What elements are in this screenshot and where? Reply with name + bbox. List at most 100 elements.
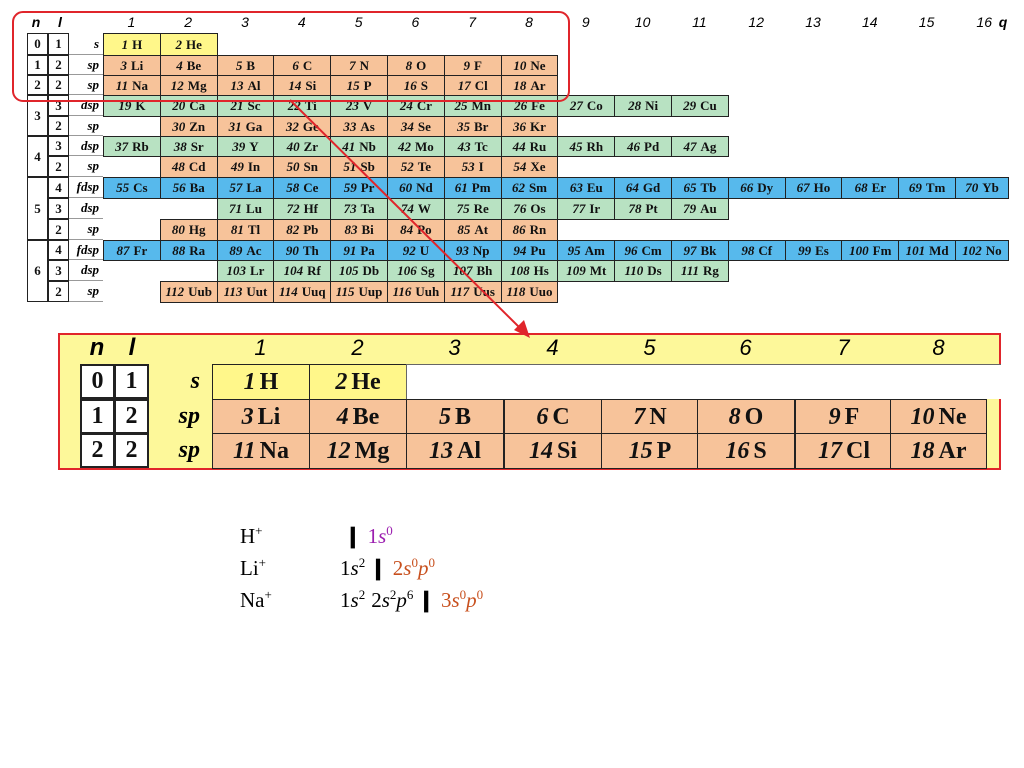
element-symbol: Ag	[700, 138, 717, 154]
atomic-number: 114	[278, 284, 298, 299]
element-symbol: Pm	[471, 180, 491, 195]
atomic-number: 89	[229, 242, 243, 258]
ion-name: Na+	[240, 584, 272, 616]
atomic-number: 68	[854, 180, 868, 195]
shell-number: 3	[440, 588, 452, 612]
atomic-number: 81	[230, 222, 244, 237]
n-cell: 6	[27, 240, 48, 302]
column-header-15: 15	[898, 12, 955, 32]
zoom-l-value: 2	[125, 403, 138, 429]
element-symbol: La	[246, 180, 262, 195]
orbital-term: 2s0	[393, 556, 418, 580]
element-symbol: Cl	[474, 77, 488, 93]
element-cell-In: 49 In	[216, 156, 275, 178]
element-cell-Ra: 88 Ra	[159, 240, 218, 261]
zoom-element-symbol: H	[259, 368, 279, 395]
zoom-column-header-2: 2	[309, 334, 406, 362]
l-value: 2	[55, 283, 62, 299]
column-header-2: 2	[160, 12, 217, 32]
atomic-number: 27	[569, 98, 583, 113]
zoom-element-symbol: Si	[556, 437, 577, 464]
element-cell-Yb: 70 Yb	[955, 177, 1009, 199]
column-header-14: 14	[841, 12, 898, 32]
zoom-atomic-number: 13	[429, 437, 453, 464]
atomic-number: 88	[172, 242, 186, 258]
element-cell-Po: 84 Po	[387, 219, 445, 241]
column-header-8: 8	[501, 12, 558, 32]
column-header-text: 13	[805, 14, 821, 30]
zoom-atomic-number: 12	[326, 437, 351, 464]
element-symbol: Tc	[474, 138, 488, 154]
zoom-element-cell-Al: 13 Al	[406, 433, 504, 469]
element-cell-Uup: 115 Uup	[330, 281, 388, 303]
atomic-number: 97	[683, 242, 697, 258]
zoom-element-cell-P: 15 P	[601, 433, 699, 469]
electron-count: 2	[358, 555, 366, 570]
element-symbol: Db	[362, 263, 380, 278]
element-symbol: Ar	[530, 77, 546, 93]
zoom-column-header-1: 1	[212, 334, 309, 362]
zoom-element-cell-Li: 3 Li	[212, 399, 310, 435]
zoom-subshell-label: sp	[150, 433, 204, 468]
n-cell: 3	[27, 95, 48, 136]
l-cell: 3	[48, 260, 69, 281]
zoom-subshell-label: s	[150, 364, 204, 399]
header-l-label: l	[49, 12, 71, 32]
atomic-number: 76	[513, 201, 527, 216]
atomic-number: 53	[461, 159, 475, 174]
n-value: 6	[34, 263, 41, 278]
element-symbol: Np	[472, 242, 490, 258]
atomic-number: 6	[292, 57, 299, 73]
electron-configuration: ❙ 1s0	[340, 520, 393, 553]
element-cell-Cl: 17 Cl	[443, 75, 502, 96]
atomic-number: 41	[342, 138, 356, 154]
l-value: 2	[55, 77, 62, 92]
element-symbol: Pr	[360, 180, 375, 195]
zoom-header-n-text: n	[89, 334, 105, 361]
atomic-number: 118	[506, 284, 526, 299]
atomic-number: 72	[286, 201, 300, 216]
element-symbol: Uut	[246, 284, 268, 299]
atomic-number: 34	[400, 118, 414, 134]
zoom-column-header-text: 4	[546, 335, 559, 360]
atomic-number: 80	[171, 222, 185, 237]
zoom-element-symbol: Na	[259, 437, 290, 464]
atomic-number: 93	[455, 242, 469, 258]
zoom-atomic-number: 1	[243, 368, 256, 395]
ion-symbol: Li	[240, 556, 259, 580]
column-header-1: 1	[103, 12, 160, 32]
zoom-column-header-text: 5	[643, 335, 656, 360]
atomic-number: 61	[454, 180, 468, 195]
zoom-atomic-number: 7	[633, 403, 646, 430]
column-header-text: 12	[748, 14, 764, 30]
atomic-number: 87	[116, 242, 130, 258]
element-symbol: Tm	[925, 180, 946, 195]
element-symbol: Cu	[700, 98, 717, 113]
shell-number: 2	[371, 588, 382, 612]
zoom-atomic-number: 17	[818, 437, 842, 464]
element-symbol: S	[420, 77, 429, 93]
element-cell-Np: 93 Np	[443, 240, 502, 261]
element-symbol: Na	[132, 77, 148, 93]
element-symbol: Ru	[529, 138, 547, 154]
orbital-term: 1s2	[340, 556, 365, 580]
element-cell-Lu: 71 Lu	[216, 198, 275, 220]
atomic-number: 82	[286, 222, 300, 237]
l-cell: 1	[48, 33, 69, 55]
element-symbol: Yb	[982, 180, 999, 195]
zoom-element-symbol: S	[753, 437, 767, 464]
zoom-header-l: l	[120, 334, 144, 362]
l-value: 2	[55, 158, 62, 174]
shell-number: 1	[367, 524, 379, 548]
subshell-label: dsp	[69, 198, 103, 219]
shell-number: 1	[340, 556, 351, 580]
subshell-label: sp	[69, 219, 103, 240]
element-symbol: Ta	[360, 201, 375, 216]
zoom-l-cell: 2	[114, 433, 149, 468]
atomic-number: 42	[398, 138, 411, 154]
zoom-column-header-text: 6	[739, 335, 752, 360]
zoom-element-cell-Si: 14 Si	[504, 433, 602, 469]
zoom-element-symbol: P	[656, 437, 672, 464]
atomic-number: 86	[512, 222, 526, 237]
